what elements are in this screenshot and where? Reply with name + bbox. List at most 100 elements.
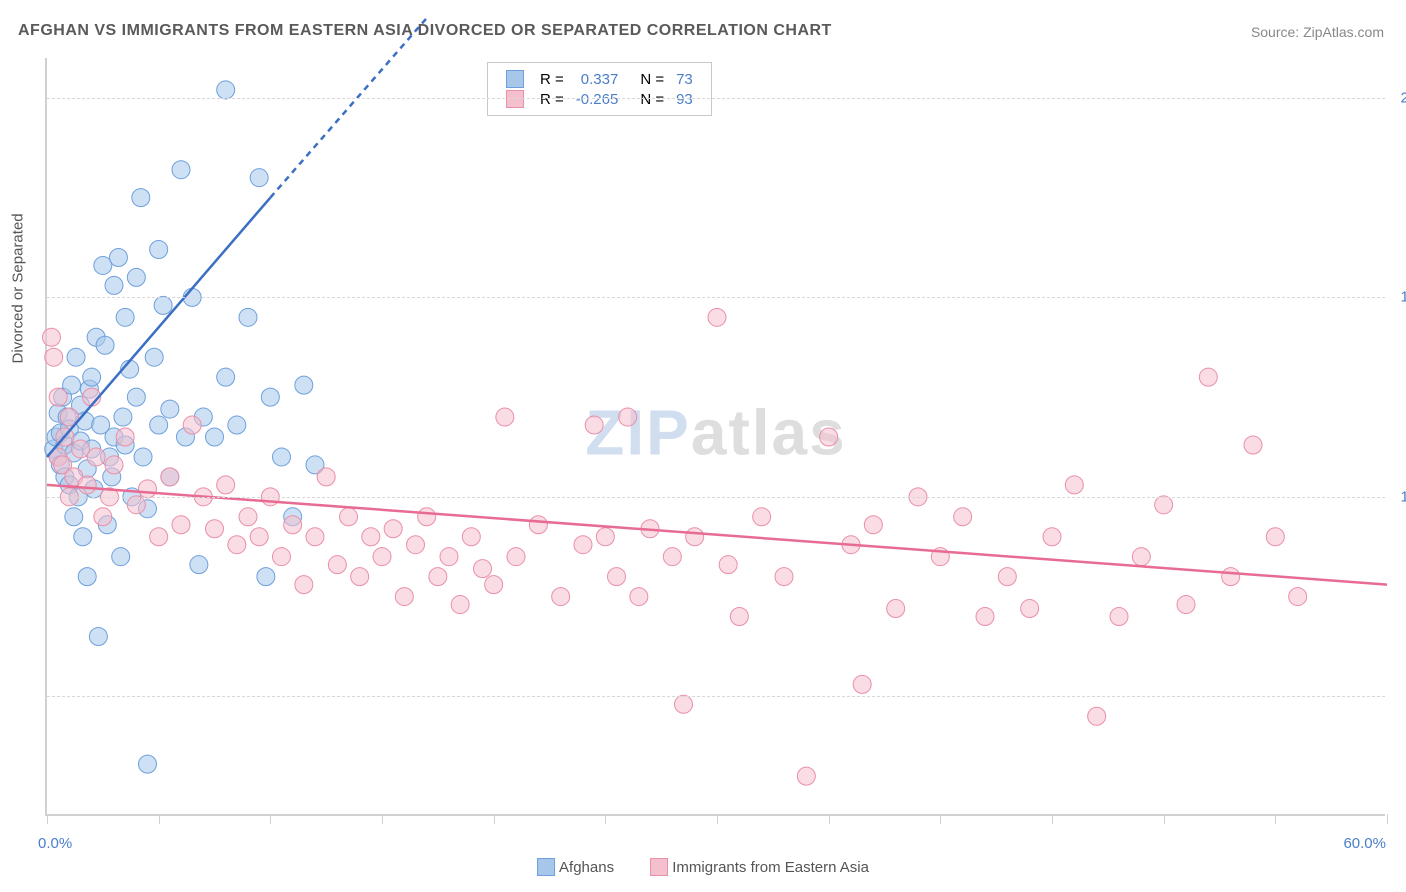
data-point [663, 548, 681, 566]
data-point [49, 388, 67, 406]
data-point [708, 308, 726, 326]
data-point [190, 556, 208, 574]
x-tick [494, 814, 495, 824]
data-point [1065, 476, 1083, 494]
data-point [139, 755, 157, 773]
data-point [954, 508, 972, 526]
data-point [183, 416, 201, 434]
x-tick [717, 814, 718, 824]
trend-line [47, 485, 1387, 585]
data-point [172, 516, 190, 534]
x-tick [829, 814, 830, 824]
x-tick [940, 814, 941, 824]
data-point [462, 528, 480, 546]
legend-swatch-afghans [506, 70, 524, 88]
data-point [675, 695, 693, 713]
series-legend: Afghans Immigrants from Eastern Asia [521, 858, 885, 880]
data-point [127, 496, 145, 514]
data-point [217, 81, 235, 99]
r-label: R = [534, 89, 570, 109]
data-point [820, 428, 838, 446]
data-point [1155, 496, 1173, 514]
data-point [105, 276, 123, 294]
data-point [132, 189, 150, 207]
y-tick-label: 15.0% [1400, 289, 1406, 306]
x-tick [270, 814, 271, 824]
data-point [45, 348, 63, 366]
data-point [273, 448, 291, 466]
data-point [105, 456, 123, 474]
legend-label: Afghans [559, 859, 614, 876]
gridline [47, 98, 1385, 99]
legend-item-eastern-asia: Immigrants from Eastern Asia [650, 858, 869, 876]
data-point [395, 588, 413, 606]
data-point [797, 767, 815, 785]
data-point [109, 248, 127, 266]
data-point [284, 516, 302, 534]
data-point [161, 468, 179, 486]
data-point [127, 268, 145, 286]
data-point [154, 296, 172, 314]
data-point [1110, 608, 1128, 626]
data-point [853, 675, 871, 693]
gridline [47, 497, 1385, 498]
data-point [608, 568, 626, 586]
data-point [89, 627, 107, 645]
legend-item-afghans: Afghans [537, 858, 614, 876]
x-tick [1164, 814, 1165, 824]
data-point [112, 548, 130, 566]
data-point [1132, 548, 1150, 566]
data-point [1244, 436, 1262, 454]
data-point [250, 169, 268, 187]
data-point [384, 520, 402, 538]
r-label: R = [534, 69, 570, 89]
data-point [78, 568, 96, 586]
data-point [295, 376, 313, 394]
gridline [47, 297, 1385, 298]
data-point [74, 528, 92, 546]
data-point [630, 588, 648, 606]
data-point [114, 408, 132, 426]
data-point [83, 368, 101, 386]
data-point [127, 388, 145, 406]
data-point [429, 568, 447, 586]
legend-swatch-eastern-asia [506, 90, 524, 108]
legend-row-series-1: R = -0.265 N = 93 [500, 89, 699, 109]
data-point [1177, 596, 1195, 614]
data-point [340, 508, 358, 526]
data-point [552, 588, 570, 606]
x-tick [47, 814, 48, 824]
data-point [172, 161, 190, 179]
data-point [217, 368, 235, 386]
n-label: N = [624, 89, 670, 109]
data-point [94, 508, 112, 526]
data-point [206, 428, 224, 446]
data-point [78, 476, 96, 494]
data-point [496, 408, 514, 426]
data-point [574, 536, 592, 554]
gridline [47, 696, 1385, 697]
data-point [217, 476, 235, 494]
legend-row-series-0: R = 0.337 N = 73 [500, 69, 699, 89]
data-point [976, 608, 994, 626]
x-tick [382, 814, 383, 824]
data-point [440, 548, 458, 566]
data-point [228, 536, 246, 554]
data-point [998, 568, 1016, 586]
data-point [116, 308, 134, 326]
data-point [596, 528, 614, 546]
data-point [150, 240, 168, 258]
data-point [295, 576, 313, 594]
data-point [753, 508, 771, 526]
data-point [529, 516, 547, 534]
data-point [585, 416, 603, 434]
data-point [507, 548, 525, 566]
data-point [1043, 528, 1061, 546]
y-axis-label: Divorced or Separated [10, 213, 27, 363]
data-point [250, 528, 268, 546]
correlation-legend: R = 0.337 N = 73 R = -0.265 N = 93 [487, 62, 712, 116]
source-attribution: Source: ZipAtlas.com [1251, 24, 1384, 40]
x-tick [1387, 814, 1388, 824]
data-point [116, 428, 134, 446]
data-point [239, 508, 257, 526]
